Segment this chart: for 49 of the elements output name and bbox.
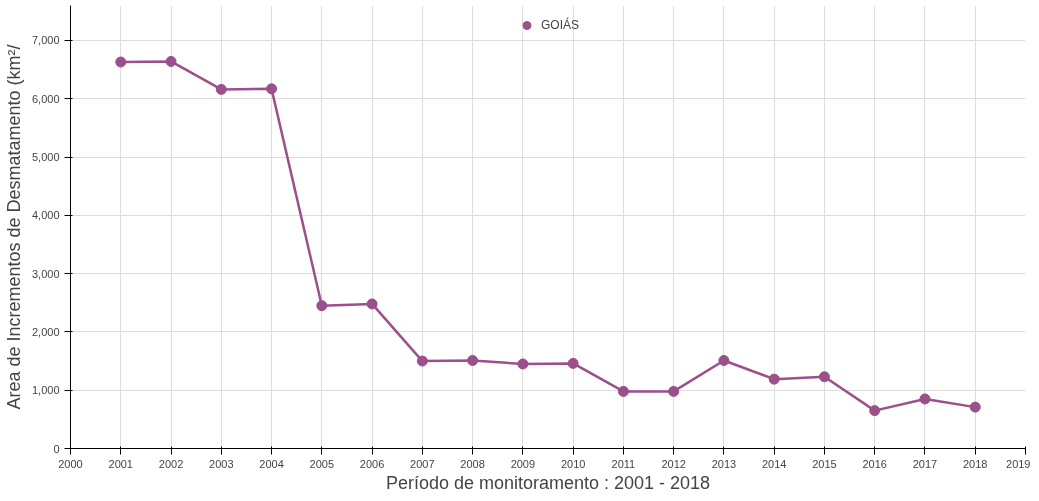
point <box>718 354 730 366</box>
x-tick-label: 2013 <box>711 457 737 470</box>
x-tick-label: 2011 <box>611 457 636 470</box>
point <box>869 405 881 417</box>
point <box>567 357 579 369</box>
y-tick-label: 0 <box>53 442 60 455</box>
x-tick-label: 2012 <box>661 457 686 470</box>
x-tick-label: 2014 <box>761 457 787 470</box>
x-tick-label: 2016 <box>862 457 887 470</box>
x-tick-label: 2008 <box>460 457 485 470</box>
point <box>366 298 378 310</box>
y-tick-label: 6,000 <box>31 92 60 105</box>
point <box>316 300 328 312</box>
point <box>416 355 428 367</box>
point <box>617 385 629 397</box>
x-tick-label: 2002 <box>158 457 184 470</box>
point <box>215 83 227 95</box>
point <box>467 354 479 366</box>
y-axis-title: Area de Incrementos de Desmatamento (km²/ <box>3 44 24 410</box>
point <box>165 55 177 67</box>
legend-label: GOIÁS <box>540 18 580 32</box>
x-tick-label: 2009 <box>510 457 536 470</box>
point <box>818 371 830 383</box>
point <box>115 56 127 68</box>
y-tick-label: 1,000 <box>31 384 60 397</box>
y-tick-label: 5,000 <box>31 151 60 164</box>
x-tick-label: 2001 <box>108 457 134 470</box>
point <box>517 358 529 370</box>
x-tick-label: 2005 <box>309 457 335 470</box>
point <box>768 373 780 385</box>
x-tick-label: 2000 <box>58 457 83 470</box>
point <box>266 83 278 95</box>
x-tick-label: 2007 <box>410 457 435 470</box>
x-tick-label: 2017 <box>912 457 938 470</box>
x-tick-label: 2015 <box>812 457 837 470</box>
point <box>668 385 680 397</box>
x-axis-title: Período de monitoramento : 2001 - 2018 <box>385 472 711 493</box>
y-tick-label: 3,000 <box>31 267 60 280</box>
x-tick-label: 2018 <box>963 457 988 470</box>
y-tick-label: 4,000 <box>31 209 60 222</box>
point <box>919 393 931 405</box>
x-tick-label: 2006 <box>359 457 385 470</box>
x-tick-label: 2010 <box>560 457 586 470</box>
x-tick-label: 2019 <box>1006 457 1031 470</box>
x-tick-label: 2004 <box>259 457 284 470</box>
y-tick-label: 2,000 <box>31 325 60 338</box>
y-tick-label: 7,000 <box>31 34 60 47</box>
x-tick-label: 2003 <box>209 457 234 470</box>
point <box>969 401 981 413</box>
